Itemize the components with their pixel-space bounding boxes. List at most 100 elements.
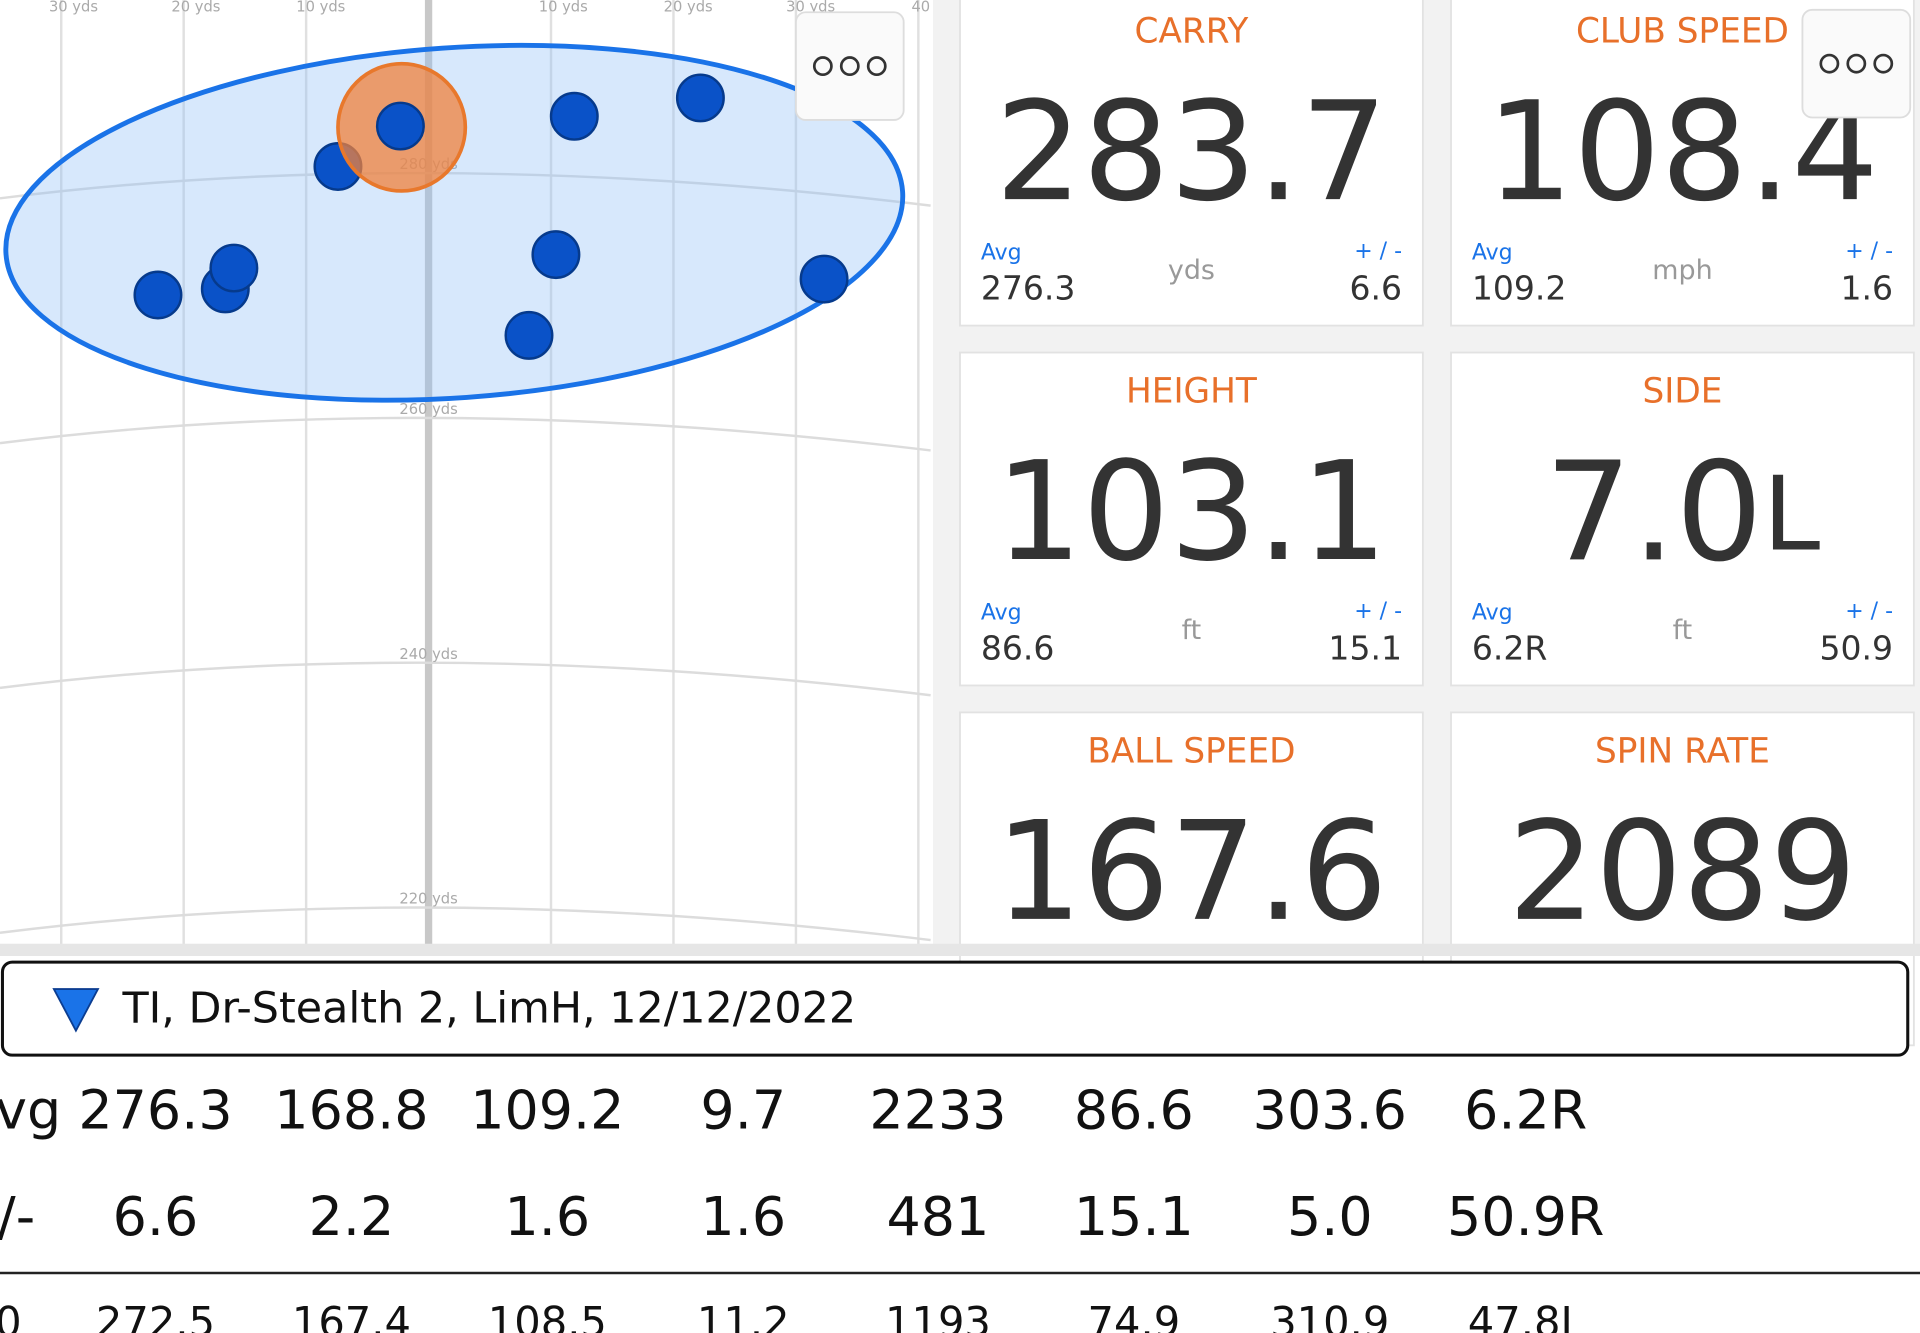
table-cell: 9.7 xyxy=(700,1079,786,1142)
x-label: 10 yds xyxy=(539,0,588,15)
expand-triangle[interactable] xyxy=(52,988,100,1033)
metric-tile[interactable]: HEIGHT 103.1 Avg 86.6 ft + / - 15.1 xyxy=(959,351,1424,687)
spread-value: 15.1 xyxy=(1328,628,1402,667)
avg-value: 109.2 xyxy=(1472,269,1567,308)
table-cell: 2233 xyxy=(869,1079,1006,1142)
row-label: vg xyxy=(0,1079,61,1142)
avg-label: Avg xyxy=(1472,600,1513,625)
table-cell: 1.6 xyxy=(505,1185,591,1248)
shot-point[interactable] xyxy=(675,73,725,123)
menu-dot xyxy=(839,56,860,77)
distance-arc xyxy=(0,416,931,452)
session-label: TI, Dr-Stealth 2, LimH, 12/12/2022 xyxy=(121,984,856,1034)
spread-label: + / - xyxy=(1354,239,1402,264)
tile-value: 7.0L xyxy=(1545,433,1820,592)
distance-label: 260 yds xyxy=(399,401,457,418)
menu-box xyxy=(1801,8,1912,119)
tile-title: BALL SPEED xyxy=(1087,731,1295,771)
spread-value: 1.6 xyxy=(1840,269,1893,308)
x-label: 20 yds xyxy=(171,0,220,15)
menu-dot xyxy=(1819,53,1840,74)
x-label: 20 yds xyxy=(664,0,713,15)
divider xyxy=(0,943,1920,956)
tile-value: 2089 xyxy=(1508,793,1857,952)
table-cell: 109.2 xyxy=(470,1079,624,1142)
avg-label: Avg xyxy=(981,600,1022,625)
distance-label: 220 yds xyxy=(399,891,457,908)
selected-shot-point[interactable] xyxy=(375,101,425,151)
table-cell: 11.2 xyxy=(697,1298,790,1333)
table-cell: 303.6 xyxy=(1253,1079,1407,1142)
menu-dot xyxy=(866,56,887,77)
shot-point[interactable] xyxy=(504,310,554,360)
shot-point[interactable] xyxy=(531,230,581,280)
tile-card xyxy=(959,0,1424,327)
shot-point[interactable] xyxy=(799,254,849,304)
tile-card xyxy=(1450,351,1915,687)
x-label: 10 yds xyxy=(296,0,345,15)
spread-label: + / - xyxy=(1845,239,1893,264)
distance-arc xyxy=(0,661,931,697)
tile-value: 167.6 xyxy=(995,793,1388,952)
distance-arc xyxy=(0,906,931,942)
menu-dot xyxy=(1846,53,1867,74)
table-cell: 86.6 xyxy=(1074,1079,1194,1142)
avg-label: Avg xyxy=(1472,240,1513,265)
spread-value: 6.6 xyxy=(1349,269,1402,308)
avg-value: 276.3 xyxy=(981,269,1076,308)
avg-label: Avg xyxy=(981,240,1022,265)
tile-card xyxy=(959,351,1424,687)
table-cell: 47.8L xyxy=(1468,1298,1584,1333)
table-cell: 481 xyxy=(887,1185,990,1248)
avg-value: 6.2R xyxy=(1472,628,1548,667)
table-cell: 6.6 xyxy=(113,1185,199,1248)
menu-dot xyxy=(1873,53,1894,74)
menu-box xyxy=(795,11,905,121)
x-label: 40 xyxy=(911,0,930,15)
tile-title: SIDE xyxy=(1642,371,1722,411)
table-cell: 1.6 xyxy=(700,1185,786,1248)
spread-value: 50.9 xyxy=(1819,628,1893,667)
table-cell: 168.8 xyxy=(274,1079,428,1142)
table-cell: 167.4 xyxy=(292,1298,411,1333)
shot-point[interactable] xyxy=(133,270,183,320)
unit: ft xyxy=(1673,615,1693,646)
menu-dot xyxy=(812,56,833,77)
x-label: 30 yds xyxy=(49,0,98,15)
distance-label: 240 yds xyxy=(399,646,457,663)
table-cell: 108.5 xyxy=(488,1298,607,1333)
tile-value: 103.1 xyxy=(995,433,1388,592)
avg-value: 86.6 xyxy=(981,628,1055,667)
more-menu-button[interactable] xyxy=(1801,8,1912,119)
table-cell: 5.0 xyxy=(1287,1185,1373,1248)
unit: ft xyxy=(1182,615,1202,646)
tile-value: 283.7 xyxy=(995,73,1388,232)
table-cell: 6.2R xyxy=(1464,1079,1587,1142)
tile-title: SPIN RATE xyxy=(1595,731,1770,771)
shot-point[interactable] xyxy=(549,91,599,141)
unit: mph xyxy=(1652,255,1712,286)
more-menu-button[interactable] xyxy=(795,11,905,121)
metric-tile[interactable]: CARRY 283.7 Avg 276.3 yds + / - 6.6 xyxy=(959,0,1424,327)
table-cell: 2.2 xyxy=(309,1185,395,1248)
spread-label: + / - xyxy=(1354,599,1402,624)
table-cell: 1193 xyxy=(885,1298,991,1333)
row-label: /- xyxy=(0,1185,35,1248)
shot-point[interactable] xyxy=(209,243,259,293)
row-label: 0 xyxy=(0,1298,22,1333)
metric-tile[interactable]: SIDE 7.0L Avg 6.2R ft + / - 50.9 xyxy=(1450,351,1915,687)
session-bar[interactable] xyxy=(0,960,1910,1057)
tile-value-suffix: L xyxy=(1763,456,1820,575)
stats-table: vg 276.3 168.8 109.2 9.7 2233 86.6 303.6 6.2R /- 6… xyxy=(0,1079,1604,1333)
table-cell: 50.9R xyxy=(1447,1185,1604,1248)
tile-title: CARRY xyxy=(1135,12,1249,52)
unit: yds xyxy=(1168,255,1215,286)
table-cell: 310.9 xyxy=(1270,1298,1389,1333)
table-cell: 15.1 xyxy=(1074,1185,1194,1248)
table-cell: 272.5 xyxy=(96,1298,215,1333)
table-cell: 74.9 xyxy=(1088,1298,1181,1333)
tile-value-number: 7.0 xyxy=(1545,433,1763,592)
